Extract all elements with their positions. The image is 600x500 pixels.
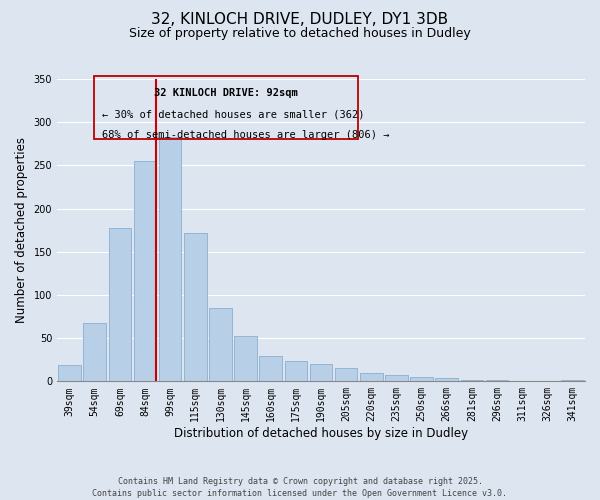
Bar: [184, 233, 206, 382]
Bar: [436, 378, 458, 382]
Bar: [360, 372, 383, 382]
Bar: [159, 137, 181, 382]
Bar: [58, 365, 81, 382]
Text: ← 30% of detached houses are smaller (362): ← 30% of detached houses are smaller (36…: [102, 109, 364, 119]
Bar: [461, 380, 483, 382]
Bar: [259, 356, 282, 382]
Bar: [561, 380, 584, 382]
X-axis label: Distribution of detached houses by size in Dudley: Distribution of detached houses by size …: [174, 427, 468, 440]
Bar: [209, 308, 232, 382]
Bar: [410, 377, 433, 382]
Bar: [335, 368, 358, 382]
Bar: [485, 380, 508, 382]
Bar: [134, 161, 157, 382]
Text: 32, KINLOCH DRIVE, DUDLEY, DY1 3DB: 32, KINLOCH DRIVE, DUDLEY, DY1 3DB: [151, 12, 449, 28]
Bar: [284, 362, 307, 382]
Text: Size of property relative to detached houses in Dudley: Size of property relative to detached ho…: [129, 28, 471, 40]
Text: Contains HM Land Registry data © Crown copyright and database right 2025.
Contai: Contains HM Land Registry data © Crown c…: [92, 476, 508, 498]
Bar: [83, 322, 106, 382]
Bar: [310, 364, 332, 382]
Bar: [385, 376, 408, 382]
Text: 32 KINLOCH DRIVE: 92sqm: 32 KINLOCH DRIVE: 92sqm: [154, 88, 298, 98]
Y-axis label: Number of detached properties: Number of detached properties: [15, 137, 28, 323]
Text: 68% of semi-detached houses are larger (806) →: 68% of semi-detached houses are larger (…: [102, 130, 389, 140]
Bar: [234, 336, 257, 382]
Bar: [94, 76, 358, 140]
Bar: [109, 228, 131, 382]
